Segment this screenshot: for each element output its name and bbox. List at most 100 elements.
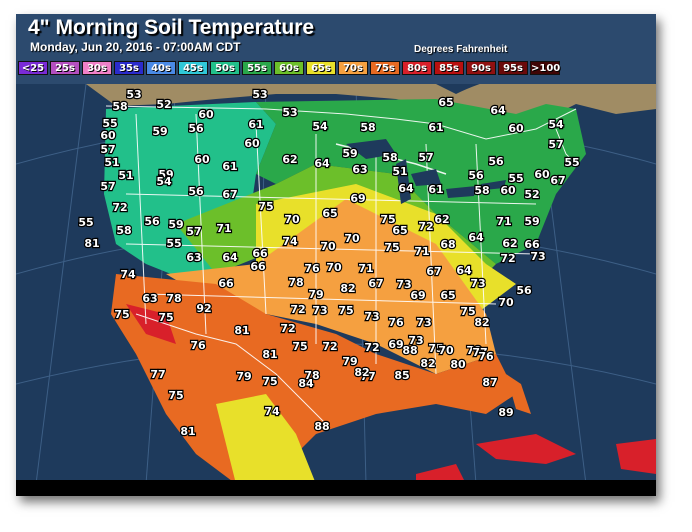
legend-swatch: >100: [530, 61, 561, 75]
temperature-reading: 77: [150, 368, 165, 381]
temperature-reading: 56: [516, 284, 532, 297]
temperature-reading: 56: [468, 169, 484, 182]
temperature-reading: 64: [314, 157, 330, 170]
temperature-reading: 57: [418, 151, 433, 164]
temperature-reading: 84: [298, 377, 314, 390]
temperature-reading: 81: [180, 425, 195, 438]
temperature-reading: 75: [384, 241, 399, 254]
temperature-reading: 51: [104, 156, 119, 169]
temperature-reading: 60: [508, 122, 524, 135]
temperature-reading: 64: [468, 231, 484, 244]
temperature-reading: 79: [236, 370, 251, 383]
temperature-reading: 73: [396, 278, 411, 291]
temperature-reading: 75: [338, 304, 353, 317]
temperature-reading: 76: [388, 316, 404, 329]
temperature-reading: 80: [450, 358, 466, 371]
temperature-reading: 55: [102, 117, 117, 130]
temperature-reading: 75: [258, 200, 273, 213]
temperature-reading: 66: [218, 277, 234, 290]
units-label: Degrees Fahrenheit: [414, 44, 508, 55]
temperature-reading: 72: [112, 201, 127, 214]
temperature-reading: 74: [282, 235, 298, 248]
temperature-reading: 82: [340, 282, 355, 295]
temperature-reading: 56: [144, 215, 160, 228]
temperature-reading: 73: [416, 316, 431, 329]
temperature-reading: 74: [264, 405, 280, 418]
temperature-reading: 72: [322, 340, 337, 353]
temperature-reading: 65: [440, 289, 455, 302]
legend-swatch: 90s: [466, 61, 496, 75]
temperature-reading: 78: [466, 344, 481, 357]
temperature-reading: 60: [100, 129, 116, 142]
temperature-reading: 82: [354, 366, 369, 379]
temperature-reading: 61: [248, 118, 263, 131]
temperature-reading: 66: [252, 247, 268, 260]
legend-swatch: 95s: [498, 61, 528, 75]
temperature-reading: 73: [364, 310, 379, 323]
temperature-reading: 89: [498, 406, 513, 419]
legend-swatch: 55s: [242, 61, 272, 75]
temperature-reading: 79: [308, 288, 323, 301]
legend-swatch: <25: [18, 61, 48, 75]
timestamp: Monday, Jun 20, 2016 - 07:00AM CDT: [30, 40, 241, 54]
temperature-reading: 78: [304, 369, 319, 382]
map-header: 4" Morning Soil Temperature Monday, Jun …: [16, 14, 656, 84]
legend-swatch: 75s: [370, 61, 400, 75]
temperature-reading: 60: [244, 137, 260, 150]
temperature-reading: 73: [530, 250, 545, 263]
temperature-reading: 60: [534, 168, 550, 181]
temperature-reading: 70: [344, 232, 360, 245]
legend-swatch: 30s: [82, 61, 112, 75]
temperature-reading: 81: [84, 237, 99, 250]
temperature-reading: 65: [438, 96, 453, 109]
temperature-reading: 58: [474, 184, 489, 197]
temperature-reading: 57: [100, 180, 115, 193]
temperature-reading: 74: [120, 268, 136, 281]
temperature-reading: 53: [126, 88, 141, 101]
legend-swatch: 60s: [274, 61, 304, 75]
temperature-reading: 75: [292, 340, 307, 353]
temperature-reading: 75: [158, 311, 173, 324]
temperature-reading: 56: [188, 122, 204, 135]
temperature-reading: 70: [326, 261, 342, 274]
temperature-reading: 64: [490, 104, 506, 117]
map-frame: 53 52 53 53 65 64 58 55 60 61 54 58 61 60 60 59 56 54 57 60…: [16, 14, 656, 496]
temperature-reading: 55: [508, 172, 523, 185]
temperature-reading: 75: [168, 389, 183, 402]
temperature-reading: 81: [234, 324, 249, 337]
legend-swatch: 65s: [306, 61, 336, 75]
temperature-reading: 58: [112, 100, 127, 113]
temperature-reading: 75: [380, 213, 395, 226]
temperature-reading: 72: [280, 322, 295, 335]
temperature-reading: 76: [478, 350, 494, 363]
temperature-reading: 65: [392, 224, 407, 237]
temperature-reading: 82: [474, 316, 489, 329]
temperature-reading: 69: [410, 289, 425, 302]
temperature-reading: 87: [482, 376, 497, 389]
temperature-reading: 57: [186, 225, 201, 238]
temperature-reading: 67: [368, 277, 383, 290]
temperature-reading: 52: [524, 188, 539, 201]
temperature-reading: 59: [342, 147, 357, 160]
temperature-reading: 70: [320, 240, 336, 253]
temperature-reading: 71: [414, 245, 429, 258]
temperature-reading: 55: [166, 237, 181, 250]
temperature-reading: 75: [262, 375, 277, 388]
temperature-reading: 70: [284, 213, 300, 226]
temperature-reading: 53: [282, 106, 297, 119]
temperature-reading: 76: [304, 262, 320, 275]
temperature-reading: 54: [548, 118, 564, 131]
legend-swatch: 85s: [434, 61, 464, 75]
temperature-reading: 60: [194, 153, 210, 166]
temperature-reading: 71: [358, 262, 373, 275]
temperature-reading: 73: [470, 277, 485, 290]
temperature-reading: 56: [488, 155, 504, 168]
temperature-zones: [104, 99, 656, 484]
temperature-reading: 72: [500, 252, 515, 265]
temperature-reading: 78: [166, 292, 181, 305]
temperature-reading: 79: [342, 355, 357, 368]
legend-swatch: 80s: [402, 61, 432, 75]
temperature-reading: 63: [352, 163, 367, 176]
temperature-reading: 59: [168, 218, 183, 231]
